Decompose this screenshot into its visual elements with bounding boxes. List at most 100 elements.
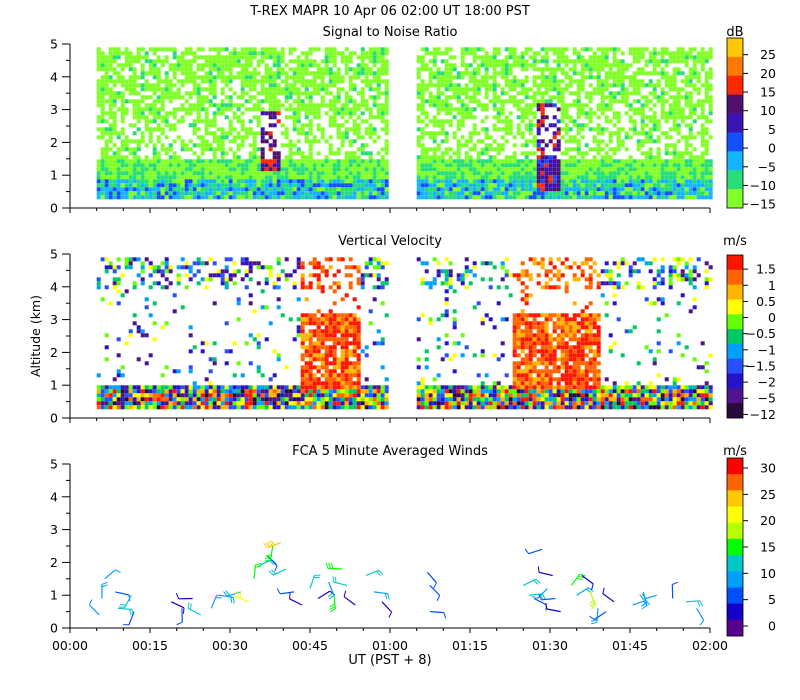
data-cell [220, 47, 225, 52]
data-cell [572, 195, 577, 200]
data-cell [648, 91, 653, 96]
data-cell [636, 179, 641, 184]
data-cell [424, 83, 429, 88]
data-cell [544, 51, 549, 56]
data-cell [136, 171, 141, 176]
data-cell [708, 187, 713, 192]
data-cell [276, 151, 281, 156]
data-cell [280, 55, 285, 60]
data-cell [592, 175, 597, 180]
data-cell [188, 277, 193, 282]
data-cell [204, 59, 209, 64]
data-cell [596, 107, 601, 112]
data-cell [328, 171, 333, 176]
data-cell [688, 55, 693, 60]
data-cell [292, 159, 297, 164]
data-cell [436, 87, 441, 92]
data-cell [152, 47, 157, 52]
data-cell [216, 385, 221, 390]
data-cell [604, 195, 609, 200]
data-cell [100, 179, 105, 184]
data-cell [100, 67, 105, 72]
data-cell [284, 115, 289, 120]
data-cell [704, 99, 709, 104]
data-cell [540, 195, 545, 200]
data-cell [160, 405, 165, 410]
data-cell [340, 313, 345, 318]
data-cell [224, 175, 229, 180]
data-cell [240, 47, 245, 52]
data-cell [272, 139, 277, 144]
data-cell [96, 87, 101, 92]
data-cell [568, 91, 573, 96]
data-cell [476, 67, 481, 72]
data-cell [308, 131, 313, 136]
data-cell [292, 191, 297, 196]
data-cell [120, 293, 125, 298]
data-cell [276, 83, 281, 88]
data-cell [576, 163, 581, 168]
data-cell [532, 67, 537, 72]
data-cell [656, 163, 661, 168]
data-cell [264, 265, 269, 270]
data-cell [332, 103, 337, 108]
data-cell [672, 111, 677, 116]
data-cell [256, 405, 261, 410]
data-cell [360, 159, 365, 164]
data-cell [212, 135, 217, 140]
data-cell [644, 123, 649, 128]
data-cell [604, 143, 609, 148]
data-cell [380, 119, 385, 124]
data-cell [680, 79, 685, 84]
data-cell [264, 167, 269, 172]
data-cell [132, 87, 137, 92]
data-cell [372, 179, 377, 184]
data-cell [564, 83, 569, 88]
data-cell [684, 171, 689, 176]
data-cell [664, 147, 669, 152]
data-cell [572, 103, 577, 108]
data-cell [612, 115, 617, 120]
data-cell [132, 147, 137, 152]
data-cell [384, 47, 389, 52]
data-cell [600, 79, 605, 84]
data-cell [584, 191, 589, 196]
data-cell [704, 147, 709, 152]
data-cell [324, 191, 329, 196]
data-cell [136, 385, 141, 390]
data-cell [184, 171, 189, 176]
data-cell [112, 285, 117, 290]
data-cell [332, 95, 337, 100]
data-cell [104, 87, 109, 92]
data-cell [140, 107, 145, 112]
data-cell [576, 167, 581, 172]
data-cell [104, 139, 109, 144]
data-cell [708, 191, 713, 196]
data-cell [120, 365, 125, 370]
data-cell [244, 183, 249, 188]
data-cell [540, 103, 545, 108]
data-cell [472, 147, 477, 152]
data-cell [440, 127, 445, 132]
data-cell [328, 187, 333, 192]
data-cell [312, 261, 317, 266]
data-cell [360, 63, 365, 68]
data-cell [500, 127, 505, 132]
data-cell [156, 401, 161, 406]
data-cell [688, 107, 693, 112]
data-cell [264, 95, 269, 100]
data-cell [196, 135, 201, 140]
data-cell [188, 79, 193, 84]
data-cell [592, 127, 597, 132]
data-cell [180, 397, 185, 402]
data-cell [612, 111, 617, 116]
data-cell [104, 345, 109, 350]
data-cell [676, 167, 681, 172]
data-cell [348, 151, 353, 156]
data-cell [500, 71, 505, 76]
data-cell [600, 111, 605, 116]
data-cell [200, 191, 205, 196]
data-cell [300, 273, 305, 278]
data-cell [128, 83, 133, 88]
data-cell [320, 183, 325, 188]
